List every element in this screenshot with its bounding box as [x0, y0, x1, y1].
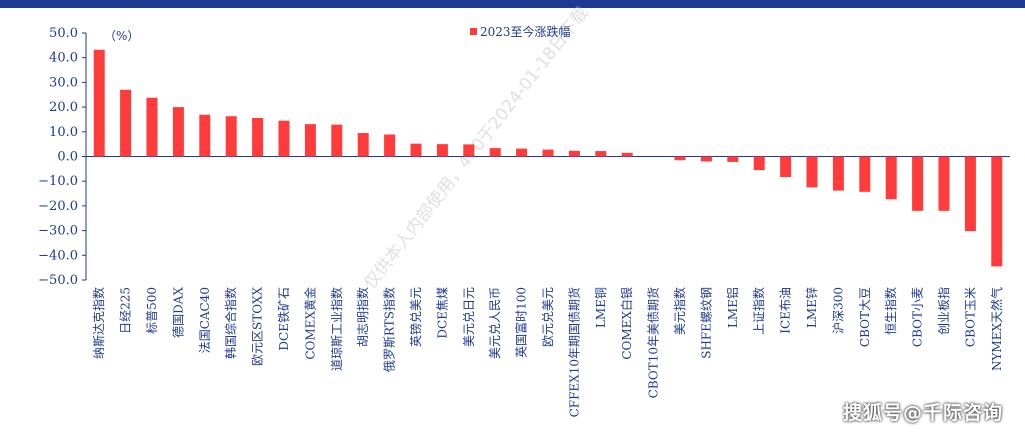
bar [859, 156, 871, 192]
category-label: 上证指数 [751, 287, 766, 335]
bar [780, 156, 792, 178]
y-tick-label: 40.0 [49, 51, 78, 66]
category-label: SHFE螺纹钢 [699, 287, 713, 359]
category-label: CBOT大豆 [858, 287, 872, 347]
y-tick-label: −30.0 [38, 224, 78, 239]
bar [938, 156, 950, 211]
category-label: 法国CAC40 [198, 287, 212, 353]
y-tick-label: −40.0 [38, 248, 78, 263]
bar [621, 152, 633, 157]
category-label: 欧元兑美元 [541, 287, 555, 347]
bar [727, 156, 739, 162]
unit-label: （%） [104, 29, 139, 43]
bar [172, 107, 184, 157]
category-label: LME铜 [593, 287, 608, 328]
category-label: 纳斯达克指数 [91, 287, 106, 359]
bar [357, 133, 369, 157]
category-label: 胡志明指数 [355, 287, 370, 347]
bar [912, 156, 924, 211]
axes: 50.0 40.0 30.0 20.0 10.0 0.0 −10.0 −20.0 −30.0 −4… [38, 26, 1010, 288]
bar [964, 156, 976, 232]
category-label: 创业板指 [936, 287, 951, 335]
category-label: LME锌 [805, 287, 819, 328]
category-label: 道琼斯工业指数 [329, 287, 344, 371]
category-label: CBOT小麦 [911, 287, 925, 347]
bar [120, 89, 132, 157]
bar [225, 116, 237, 157]
bar [991, 156, 1003, 267]
category-label: 欧元区STOXX [251, 287, 265, 366]
y-tick-label: 0.0 [57, 150, 78, 165]
y-tick-label: −10.0 [38, 174, 78, 189]
category-label: COMEX白银 [619, 287, 634, 360]
category-labels: 纳斯达克指数 日经225 标普500 德国DAX 法国CAC40 韩国综合指数 欧元区STO… [91, 287, 1004, 418]
bar [806, 156, 818, 188]
bar [146, 97, 158, 157]
bars [93, 49, 1003, 267]
y-tick-label: 50.0 [49, 26, 78, 41]
y-tick-label: −50.0 [38, 273, 78, 288]
bar [410, 143, 422, 157]
category-label: COMEX黄金 [302, 287, 317, 360]
category-label: 恒生指数 [883, 287, 898, 335]
bar [331, 124, 343, 157]
y-tick-label: −20.0 [38, 199, 78, 214]
legend-label: 2023至今涨跌幅 [480, 24, 571, 39]
category-label: 标普500 [145, 287, 159, 334]
category-label: 俄罗斯RTS指数 [382, 287, 397, 372]
category-label: ICE布油 [779, 287, 793, 334]
bar [252, 117, 264, 157]
category-label: DCE焦煤 [435, 287, 449, 339]
bar [463, 144, 475, 157]
legend-swatch [470, 28, 477, 35]
bar [753, 156, 765, 171]
bar [489, 148, 501, 157]
category-label: NYMEX天然气 [989, 287, 1004, 371]
category-label: LME铝 [725, 287, 740, 328]
category-label: 美元兑日元 [462, 287, 476, 347]
category-label: 韩国综合指数 [223, 287, 238, 359]
category-label: 德国DAX [170, 287, 185, 338]
y-tick-label: 20.0 [49, 100, 78, 115]
bar [304, 124, 316, 157]
bar [832, 156, 844, 191]
category-label: CBOT玉米 [963, 287, 977, 347]
y-tick-label: 10.0 [49, 125, 78, 140]
category-label: DCE铁矿石 [277, 287, 291, 351]
bar [93, 49, 105, 157]
bar [568, 150, 580, 157]
title-bar-strip [0, 0, 1025, 8]
category-label: 沪深300 [831, 287, 845, 334]
category-label: CBOT10年美债期货 [646, 287, 661, 398]
bar [436, 144, 448, 157]
bar [674, 156, 686, 161]
category-label: CFFEX10年期国债期货 [566, 287, 581, 417]
category-label: 英镑兑美元 [408, 287, 423, 347]
bar [384, 134, 396, 157]
y-tick-label: 30.0 [49, 75, 78, 90]
bar [595, 151, 607, 157]
bar [516, 148, 528, 157]
legend: 2023至今涨跌幅 [470, 24, 571, 39]
bar [700, 156, 712, 162]
bar [199, 114, 211, 157]
category-label: 英国富时100 [514, 287, 529, 358]
category-label: 美元兑人民币 [488, 287, 502, 359]
bar [542, 149, 554, 157]
bar [885, 156, 897, 200]
category-label: 美元指数 [672, 287, 687, 335]
bar [278, 120, 290, 157]
category-label: 日经225 [119, 287, 133, 334]
footer-watermark: 搜狐号@千际咨询 [842, 402, 1003, 424]
